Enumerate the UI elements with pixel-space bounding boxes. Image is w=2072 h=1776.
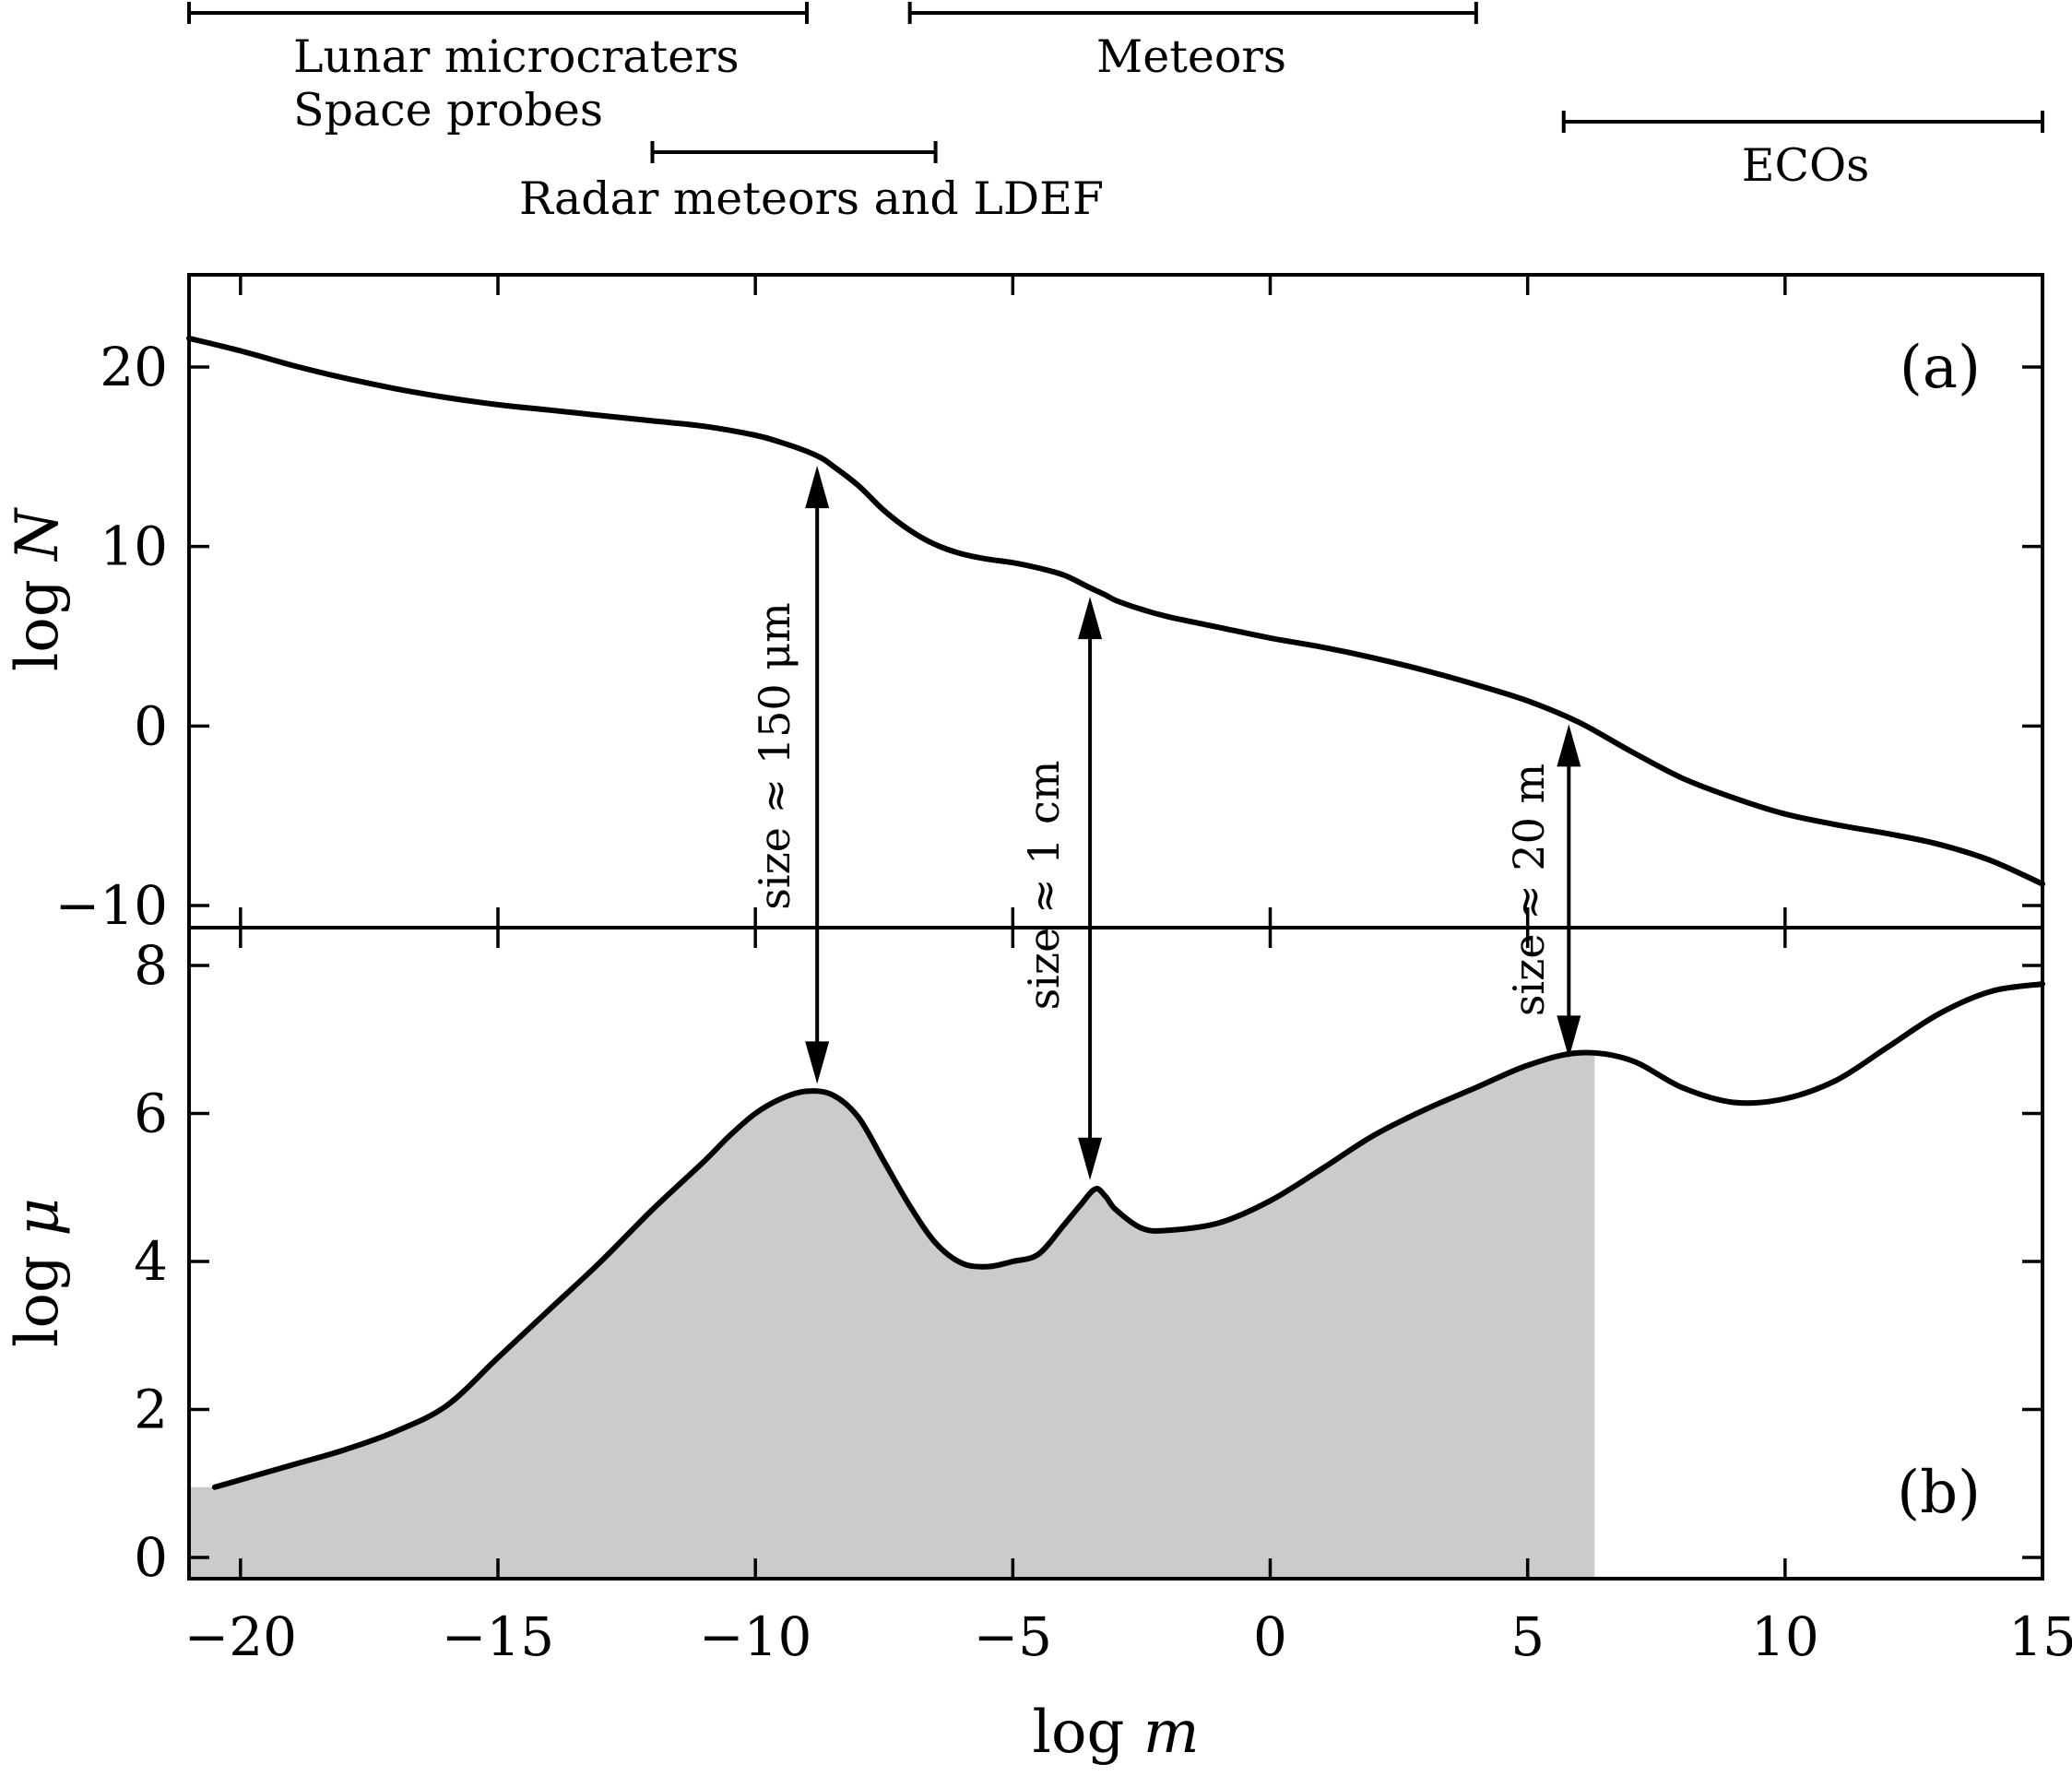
panel-b-frame <box>187 926 2044 1581</box>
panel-tag-a: (a) <box>1900 334 1981 402</box>
y-tick-label-a: −10 <box>55 874 168 937</box>
x-tick-label: −15 <box>442 1605 554 1668</box>
shaded-area-layer <box>189 1052 1595 1579</box>
x-tick-label: −10 <box>699 1605 811 1668</box>
arrow-head-up <box>805 466 830 509</box>
y-tick-label-b: 4 <box>134 1230 168 1293</box>
y-tick-label-b: 8 <box>134 934 168 997</box>
y-tick-label-b: 6 <box>134 1083 168 1145</box>
frames-layer <box>187 273 2044 1581</box>
range-bar-label: Space probes <box>293 84 603 136</box>
labels-layer: −20 −15 −10 −5 0 5 10 15 −10 0 10 20 (a) log N 0 2 4 6 8 (b… <box>4 334 2072 1767</box>
x-tick-label: 15 <box>2008 1605 2072 1668</box>
x-tick-label: −20 <box>184 1605 297 1668</box>
x-axis-title-var: m <box>1143 1699 1200 1767</box>
curve-log-n <box>186 335 2045 887</box>
x-axis-title: log m <box>1033 1699 1200 1767</box>
x-tick-label: 0 <box>1253 1605 1287 1668</box>
panel-tag-b: (b) <box>1897 1459 1981 1527</box>
y-axis-title-var: μ <box>4 1198 72 1237</box>
x-tick-label: 5 <box>1510 1605 1545 1668</box>
arrow-head-down <box>1078 1137 1103 1180</box>
y-axis-title-prefix: log <box>4 561 72 671</box>
y-tick-label-a: 0 <box>134 694 168 757</box>
curve-log-mu <box>211 981 2045 1490</box>
y-axis-title-a: log N <box>4 507 72 671</box>
size-annotation-label: size ≈ 150 μm <box>750 602 799 910</box>
shaded-area-panel-b <box>189 1052 1595 1579</box>
arrow-head-up <box>1557 724 1581 767</box>
arrow-head-down <box>1557 1015 1581 1059</box>
arrows-layer: size ≈ 150 μm size ≈ 1 cm size ≈ 20 m <box>750 466 1581 1180</box>
ticks-layer <box>189 275 2044 1579</box>
y-tick-label-a: 20 <box>100 336 168 398</box>
y-axis-title-prefix: log <box>4 1237 72 1347</box>
y-tick-label-b: 0 <box>134 1526 168 1589</box>
x-tick-label: −5 <box>974 1605 1053 1668</box>
range-bar-label: Radar meteors and LDEF <box>519 172 1104 225</box>
curves-layer <box>186 335 2045 1490</box>
y-axis-title-var: N <box>4 507 72 562</box>
y-tick-label-a: 10 <box>100 515 168 578</box>
y-tick-label-b: 2 <box>134 1379 168 1441</box>
size-annotation-label: size ≈ 20 m <box>1504 764 1554 1016</box>
x-axis-title-prefix: log <box>1033 1699 1143 1767</box>
arrow-head-down <box>805 1041 830 1084</box>
arrow-head-up <box>1078 597 1103 640</box>
range-bar-label: ECOs <box>1742 139 1870 192</box>
range-bar-label: Lunar microcraters <box>293 30 740 83</box>
y-axis-title-b: log μ <box>4 1198 72 1347</box>
x-tick-label: 10 <box>1751 1605 1819 1668</box>
size-annotation-label: size ≈ 1 cm <box>1019 761 1069 1011</box>
range-bar-label: Meteors <box>1096 30 1286 83</box>
